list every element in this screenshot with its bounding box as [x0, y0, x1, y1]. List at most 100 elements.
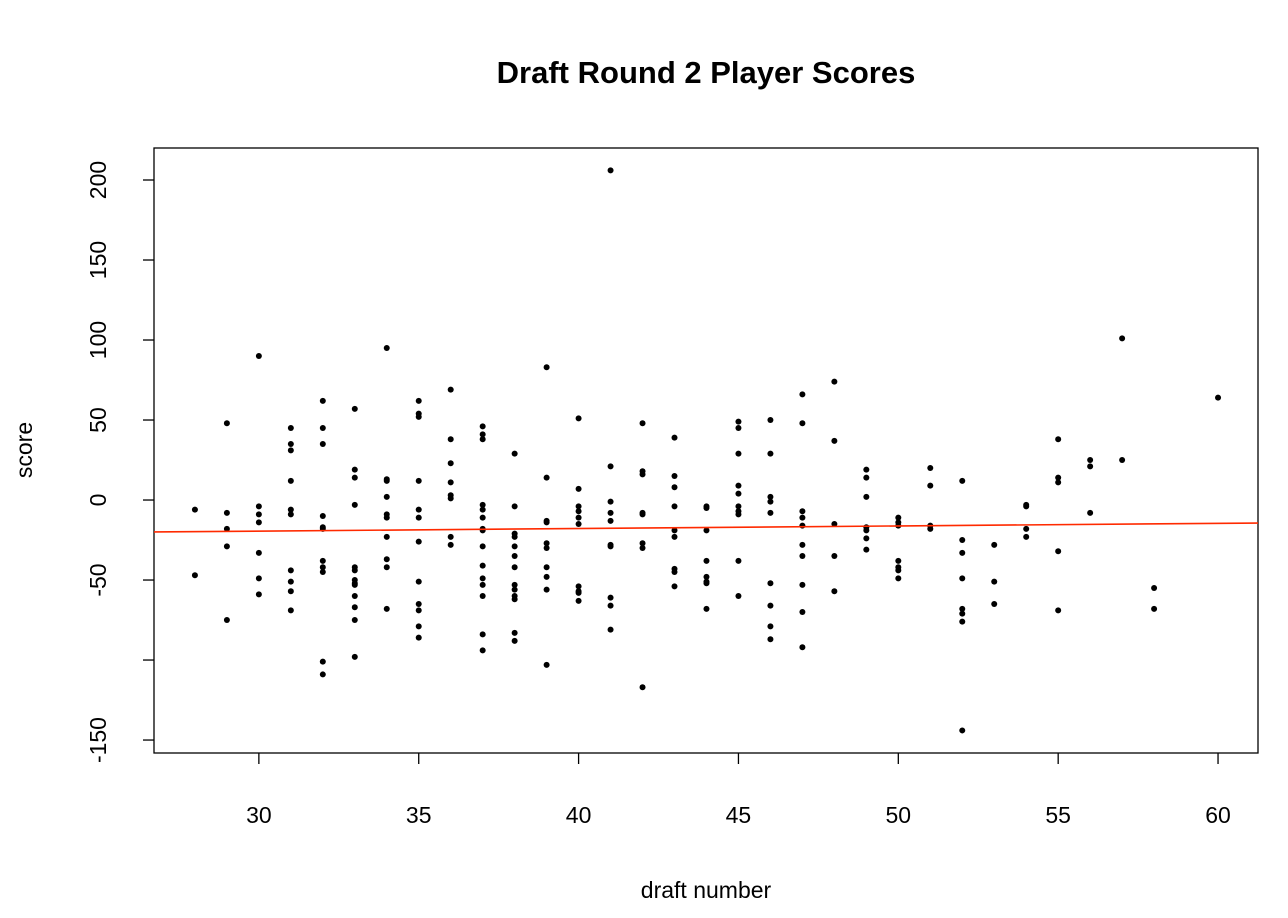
point: [479, 647, 486, 654]
point: [511, 596, 518, 603]
point: [255, 519, 262, 526]
point: [575, 415, 582, 422]
point: [543, 474, 550, 481]
point: [415, 413, 422, 420]
point: [447, 533, 454, 540]
point: [671, 569, 678, 576]
point: [607, 517, 614, 524]
point: [351, 581, 358, 588]
point: [767, 417, 774, 424]
point: [895, 575, 902, 582]
point: [479, 423, 486, 430]
point: [287, 567, 294, 574]
x-tick-label: 55: [1045, 802, 1071, 828]
point: [351, 617, 358, 624]
point: [671, 503, 678, 510]
point: [927, 465, 934, 472]
point: [319, 564, 326, 571]
point: [1023, 525, 1030, 532]
point: [831, 521, 838, 528]
point: [415, 477, 422, 484]
point: [831, 553, 838, 560]
point: [319, 569, 326, 576]
point: [223, 420, 230, 427]
point: [703, 573, 710, 580]
point: [799, 420, 806, 427]
point: [831, 437, 838, 444]
point: [287, 578, 294, 585]
point: [255, 503, 262, 510]
point: [927, 525, 934, 532]
point: [735, 490, 742, 497]
point: [415, 634, 422, 641]
point: [223, 617, 230, 624]
point: [351, 474, 358, 481]
point: [671, 527, 678, 534]
point: [767, 493, 774, 500]
point: [1151, 605, 1158, 612]
point: [511, 564, 518, 571]
point: [287, 607, 294, 614]
point: [543, 545, 550, 552]
point: [511, 629, 518, 636]
point: [863, 493, 870, 500]
y-tick-label: -150: [85, 717, 111, 763]
point: [287, 588, 294, 595]
point: [575, 514, 582, 521]
point: [639, 545, 646, 552]
point: [703, 557, 710, 564]
point: [735, 425, 742, 432]
point: [863, 535, 870, 542]
point: [799, 553, 806, 560]
point: [383, 514, 390, 521]
point: [543, 586, 550, 593]
point: [511, 503, 518, 510]
point: [319, 513, 326, 520]
point: [991, 601, 998, 608]
point: [511, 533, 518, 540]
point: [735, 503, 742, 510]
point: [255, 353, 262, 360]
point: [735, 450, 742, 457]
point: [799, 541, 806, 548]
point: [607, 463, 614, 470]
point: [1055, 479, 1062, 486]
point: [607, 602, 614, 609]
point: [415, 397, 422, 404]
point: [671, 434, 678, 441]
point: [799, 508, 806, 515]
point: [351, 466, 358, 473]
point: [287, 425, 294, 432]
y-tick-label: -50: [85, 563, 111, 596]
point: [799, 514, 806, 521]
point: [767, 636, 774, 643]
point: [767, 498, 774, 505]
point: [959, 575, 966, 582]
point: [575, 589, 582, 596]
point: [639, 684, 646, 691]
point: [447, 495, 454, 502]
point: [1055, 474, 1062, 481]
point: [735, 511, 742, 518]
point: [767, 509, 774, 516]
point: [639, 420, 646, 427]
point: [895, 557, 902, 564]
point: [767, 623, 774, 630]
point: [1023, 503, 1030, 510]
point: [511, 543, 518, 550]
point: [287, 447, 294, 454]
point: [415, 506, 422, 513]
point: [447, 541, 454, 548]
chart-title: Draft Round 2 Player Scores: [497, 55, 916, 90]
point: [351, 593, 358, 600]
point: [607, 594, 614, 601]
point: [383, 556, 390, 563]
point: [447, 460, 454, 467]
point: [575, 583, 582, 590]
point: [735, 557, 742, 564]
y-tick-label: 0: [85, 494, 111, 507]
point: [831, 378, 838, 385]
point: [1055, 548, 1062, 555]
point: [383, 605, 390, 612]
